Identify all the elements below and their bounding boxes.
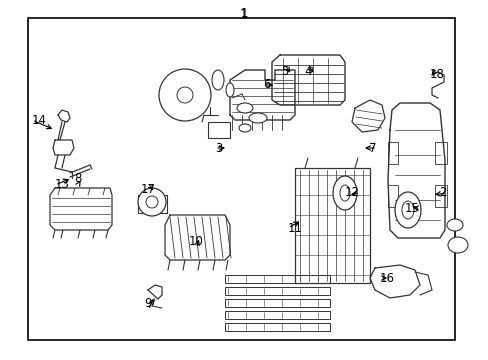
Text: 10: 10 [188, 235, 203, 248]
Ellipse shape [446, 219, 462, 231]
Text: 6: 6 [263, 78, 270, 91]
Text: 8: 8 [74, 172, 81, 185]
Text: 7: 7 [369, 141, 376, 154]
Bar [224, 287, 329, 295]
Bar [207, 122, 229, 138]
Bar [434, 185, 446, 207]
Ellipse shape [447, 237, 467, 253]
Bar [224, 275, 329, 283]
Text: 11: 11 [287, 221, 303, 234]
Bar [387, 185, 397, 207]
Text: 15: 15 [404, 202, 419, 215]
Text: 12: 12 [345, 186, 359, 199]
Bar [224, 323, 329, 331]
Text: 1: 1 [240, 7, 247, 20]
Bar [434, 142, 446, 164]
Text: 2: 2 [439, 186, 446, 199]
Text: 3: 3 [215, 141, 222, 154]
Ellipse shape [332, 176, 356, 210]
Text: 17: 17 [140, 183, 155, 196]
Ellipse shape [248, 113, 266, 123]
Ellipse shape [159, 69, 210, 121]
Ellipse shape [177, 87, 193, 103]
Ellipse shape [146, 196, 158, 208]
Bar [28, 18, 454, 340]
Ellipse shape [237, 103, 252, 113]
Ellipse shape [138, 188, 165, 216]
Text: 16: 16 [379, 271, 394, 284]
Text: 1: 1 [240, 8, 247, 21]
Ellipse shape [225, 83, 234, 97]
Ellipse shape [339, 185, 349, 201]
Bar [224, 299, 329, 307]
Text: 13: 13 [55, 179, 70, 192]
Text: 9: 9 [144, 297, 151, 310]
Ellipse shape [239, 124, 250, 132]
Text: 14: 14 [32, 113, 47, 126]
Text: 4: 4 [304, 65, 311, 78]
Ellipse shape [401, 201, 413, 219]
Ellipse shape [394, 192, 420, 228]
Bar [224, 311, 329, 319]
Ellipse shape [212, 70, 224, 90]
Bar [387, 142, 397, 164]
Text: 18: 18 [428, 68, 444, 81]
Bar [294, 168, 369, 283]
Text: 5: 5 [281, 65, 288, 78]
